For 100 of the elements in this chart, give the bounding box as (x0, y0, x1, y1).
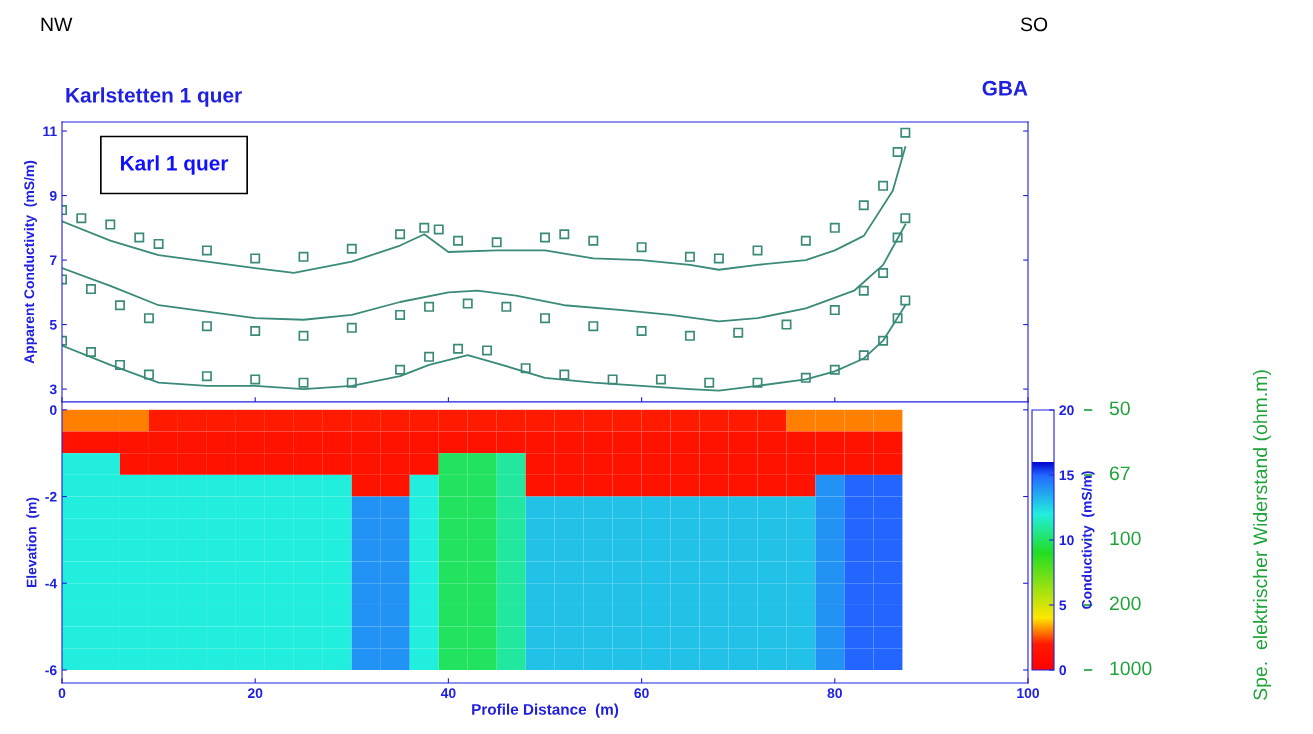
point (134, 232, 145, 243)
x-tick-label: 100 (1017, 688, 1040, 699)
point (800, 235, 811, 246)
point (829, 305, 840, 316)
point (684, 251, 695, 262)
text: NW (41, 17, 73, 32)
point (143, 369, 154, 380)
x-tick-label: 0 (58, 688, 66, 699)
point (250, 253, 261, 264)
point (704, 377, 715, 388)
color-bar-label: 10 (1059, 535, 1074, 546)
color-bar-label: 20 (1059, 405, 1074, 416)
point (501, 301, 512, 312)
point (143, 313, 154, 324)
point (395, 364, 406, 375)
point (892, 313, 903, 324)
x-tick-label: 80 (827, 688, 842, 699)
point (298, 377, 309, 388)
point (462, 298, 473, 309)
point (559, 369, 570, 380)
point (424, 301, 435, 312)
point (85, 284, 96, 295)
y-tick-label: 5 (49, 320, 57, 330)
text: SO (1020, 17, 1048, 32)
point (878, 180, 889, 191)
point (201, 245, 212, 256)
y-tick-label: -4 (45, 578, 58, 589)
point (395, 229, 406, 240)
point (829, 222, 840, 233)
point (250, 374, 261, 385)
x-axis-title: Profile Distance (m) (472, 703, 619, 718)
point (858, 200, 869, 211)
point (684, 330, 695, 341)
color-bar-title: Conductivity (mS/m) (1081, 471, 1095, 609)
point (900, 213, 911, 224)
x-tick-label: 20 (247, 688, 263, 699)
text: 67 (1109, 466, 1130, 481)
point (588, 321, 599, 332)
point (878, 267, 889, 278)
text: 50 (1109, 401, 1130, 416)
point (539, 232, 551, 243)
point (559, 229, 570, 240)
point (346, 377, 357, 388)
point (900, 127, 911, 138)
point (878, 335, 889, 346)
point (453, 343, 464, 354)
point (346, 243, 357, 254)
point (900, 295, 911, 306)
point (85, 346, 96, 358)
color-bar-label: 0 (1059, 665, 1067, 676)
point (858, 285, 869, 296)
y-tick-label: 0 (49, 405, 57, 415)
point (752, 245, 763, 256)
text: 200 (1109, 596, 1141, 611)
point (636, 326, 647, 337)
point (733, 327, 744, 338)
point (424, 351, 435, 362)
point (655, 374, 666, 385)
point (201, 321, 212, 332)
y-tick-label: 7 (50, 255, 57, 266)
point (453, 235, 464, 246)
x-tick-label: 60 (634, 688, 649, 699)
point (539, 313, 551, 324)
y-tick-label: -6 (45, 665, 57, 676)
point (395, 309, 406, 320)
y-tick-label: 11 (43, 126, 57, 137)
point (781, 319, 792, 330)
point (250, 326, 261, 337)
point (76, 213, 87, 224)
line-series (62, 146, 907, 274)
text: Spe. elektrischer Widerstand (ohm.m) (1252, 370, 1272, 700)
chart-title: Karlstetten 1 quer (66, 87, 242, 107)
x-tick-label: 40 (440, 688, 456, 699)
point (607, 374, 618, 385)
point (419, 222, 430, 233)
y-tick-label: 9 (49, 190, 57, 201)
point (858, 350, 869, 361)
point (636, 242, 647, 253)
text: 1000 (1110, 661, 1152, 676)
point (114, 300, 125, 311)
point (588, 235, 599, 246)
y-tick-label: 3 (49, 384, 57, 395)
point (433, 224, 444, 235)
point (752, 377, 763, 388)
color-bar-label: 5 (1059, 600, 1067, 611)
point (829, 364, 840, 375)
point (892, 232, 903, 243)
point (892, 146, 903, 158)
point (153, 238, 164, 249)
y-axis-title: Apparent Conductivity (mS/m) (23, 160, 37, 364)
point (491, 237, 502, 248)
text: 100 (1110, 531, 1141, 546)
point (298, 251, 309, 262)
point (520, 363, 531, 374)
annotation: Karl 1 quer (120, 155, 229, 175)
point (346, 322, 357, 333)
color-bar-label: 15 (1059, 470, 1074, 481)
point (482, 345, 493, 356)
point (298, 330, 309, 341)
text: GBA (982, 80, 1028, 96)
